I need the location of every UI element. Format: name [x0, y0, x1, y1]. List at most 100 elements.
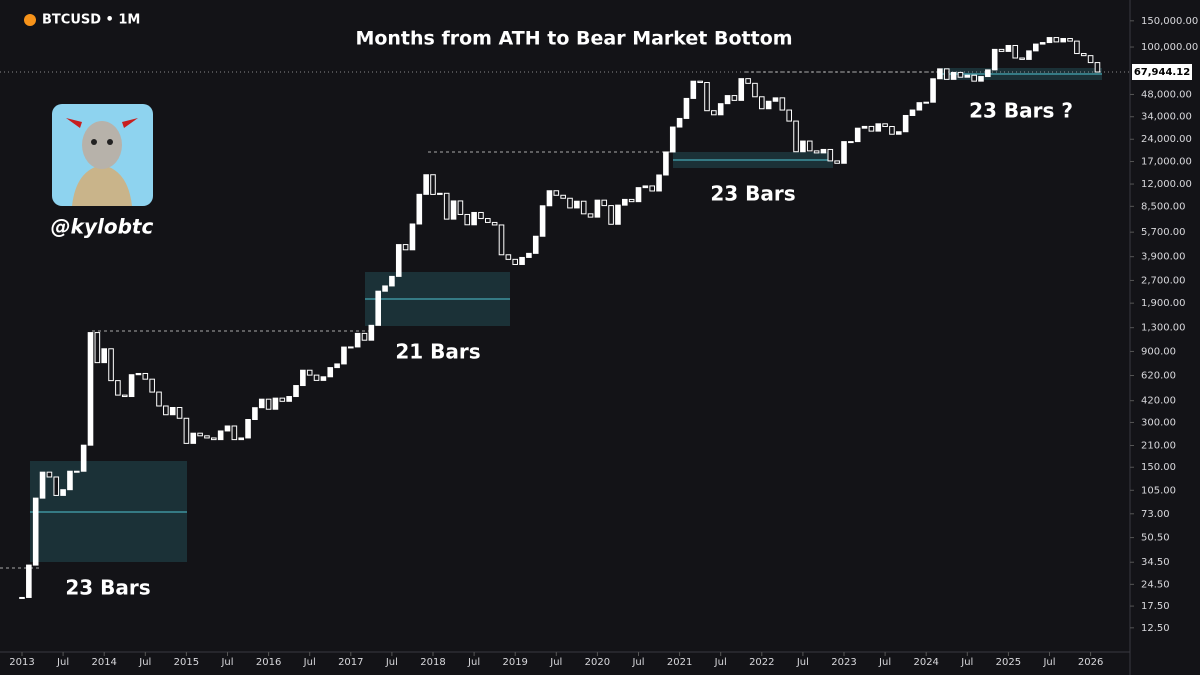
y-tick-label: 73.00 — [1141, 509, 1170, 520]
candle — [697, 80, 703, 84]
candle — [46, 471, 53, 478]
candle — [594, 199, 601, 218]
candle — [1053, 37, 1060, 43]
candle — [272, 397, 279, 410]
candle — [334, 363, 340, 369]
y-tick-label: 24.50 — [1141, 579, 1170, 590]
candle — [382, 285, 388, 292]
candle — [642, 185, 649, 189]
candle — [464, 213, 471, 226]
candle — [286, 396, 292, 402]
x-tick-label: Jul — [796, 657, 809, 668]
candle — [772, 97, 779, 102]
candle — [478, 211, 484, 220]
candle — [450, 200, 457, 220]
candle — [217, 430, 224, 441]
candle — [861, 125, 868, 129]
candle — [258, 398, 265, 409]
x-tick-label: 2023 — [831, 657, 856, 668]
x-tick-label: 2024 — [913, 657, 938, 668]
candle — [950, 71, 957, 80]
btc-icon — [24, 14, 36, 26]
x-tick-label: Jul — [960, 657, 973, 668]
candle — [327, 367, 334, 378]
candle — [512, 258, 519, 265]
symbol: BTCUSD • 1M — [42, 13, 140, 28]
candle — [39, 471, 46, 499]
candle — [211, 437, 217, 441]
candle — [320, 376, 327, 381]
x-tick-label: Jul — [714, 657, 727, 668]
candle — [135, 372, 142, 376]
candle — [231, 425, 238, 441]
x-tick-label: 2016 — [256, 657, 281, 668]
x-tick-label: 2026 — [1078, 657, 1103, 668]
candle — [354, 332, 361, 348]
candle — [423, 174, 429, 195]
candle — [1026, 50, 1032, 60]
candle — [717, 103, 724, 116]
annotation: 21 Bars — [395, 340, 480, 364]
candle — [108, 348, 114, 382]
candle — [224, 425, 231, 432]
candle — [142, 372, 149, 380]
candle — [245, 418, 251, 439]
y-tick-label: 105.00 — [1141, 485, 1176, 496]
candle — [964, 74, 971, 78]
y-tick-label: 2,700.00 — [1141, 275, 1186, 286]
y-tick-label: 3,900.00 — [1141, 252, 1186, 263]
y-tick-label: 24,000.00 — [1141, 134, 1192, 145]
candle — [368, 324, 375, 341]
y-tick-label: 1,900.00 — [1141, 298, 1186, 309]
x-tick-label: Jul — [220, 657, 233, 668]
y-tick-label: 150.00 — [1141, 462, 1176, 473]
annotation: 23 Bars — [710, 182, 795, 206]
x-tick-label: 2014 — [91, 657, 116, 668]
candle — [1080, 53, 1087, 57]
candle — [539, 205, 546, 237]
candle — [471, 211, 477, 226]
candle — [991, 48, 998, 71]
candle — [252, 407, 258, 420]
x-tick-label: 2019 — [502, 657, 527, 668]
candle — [183, 417, 190, 444]
candle — [1019, 57, 1025, 60]
candle — [1039, 42, 1046, 45]
candle — [1005, 44, 1012, 52]
x-tick-label: 2015 — [174, 657, 199, 668]
candle — [53, 476, 60, 496]
y-tick-label: 900.00 — [1141, 346, 1176, 357]
candle — [813, 150, 820, 154]
candle — [265, 398, 272, 410]
candle — [121, 394, 128, 398]
candle — [176, 407, 183, 419]
candle — [26, 564, 32, 598]
candle — [978, 76, 984, 82]
candle — [704, 82, 710, 112]
x-tick-label: Jul — [303, 657, 316, 668]
range-boxes — [0, 68, 1102, 569]
candle — [663, 151, 669, 176]
candle — [820, 148, 827, 154]
candle — [923, 101, 930, 104]
candle — [574, 200, 580, 209]
candle — [909, 109, 916, 116]
price-label-box — [1132, 63, 1192, 80]
candle — [60, 489, 66, 496]
candle — [279, 397, 286, 402]
candle — [724, 95, 731, 105]
candle — [553, 190, 560, 196]
candle — [1074, 40, 1080, 55]
candle — [889, 126, 895, 135]
candle — [622, 198, 628, 206]
candle — [587, 213, 594, 218]
candle — [806, 140, 813, 152]
y-tick-label: 34,000.00 — [1141, 112, 1192, 123]
y-tick-label: 420.00 — [1141, 396, 1176, 407]
candle — [293, 385, 299, 398]
y-tick-label: 300.00 — [1141, 417, 1176, 428]
candle — [608, 205, 614, 225]
y-tick-label: 5,700.00 — [1141, 227, 1186, 238]
y-tick-label: 8,500.00 — [1141, 201, 1186, 212]
candle — [690, 80, 697, 99]
